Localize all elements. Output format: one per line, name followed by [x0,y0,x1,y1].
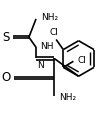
Text: Cl: Cl [50,28,59,37]
Text: O: O [1,71,11,84]
Text: N: N [37,61,44,69]
Text: Cl: Cl [77,56,86,65]
Text: S: S [2,31,10,44]
Text: NH₂: NH₂ [41,13,58,22]
Text: NH: NH [40,42,54,51]
Text: NH₂: NH₂ [59,93,76,102]
